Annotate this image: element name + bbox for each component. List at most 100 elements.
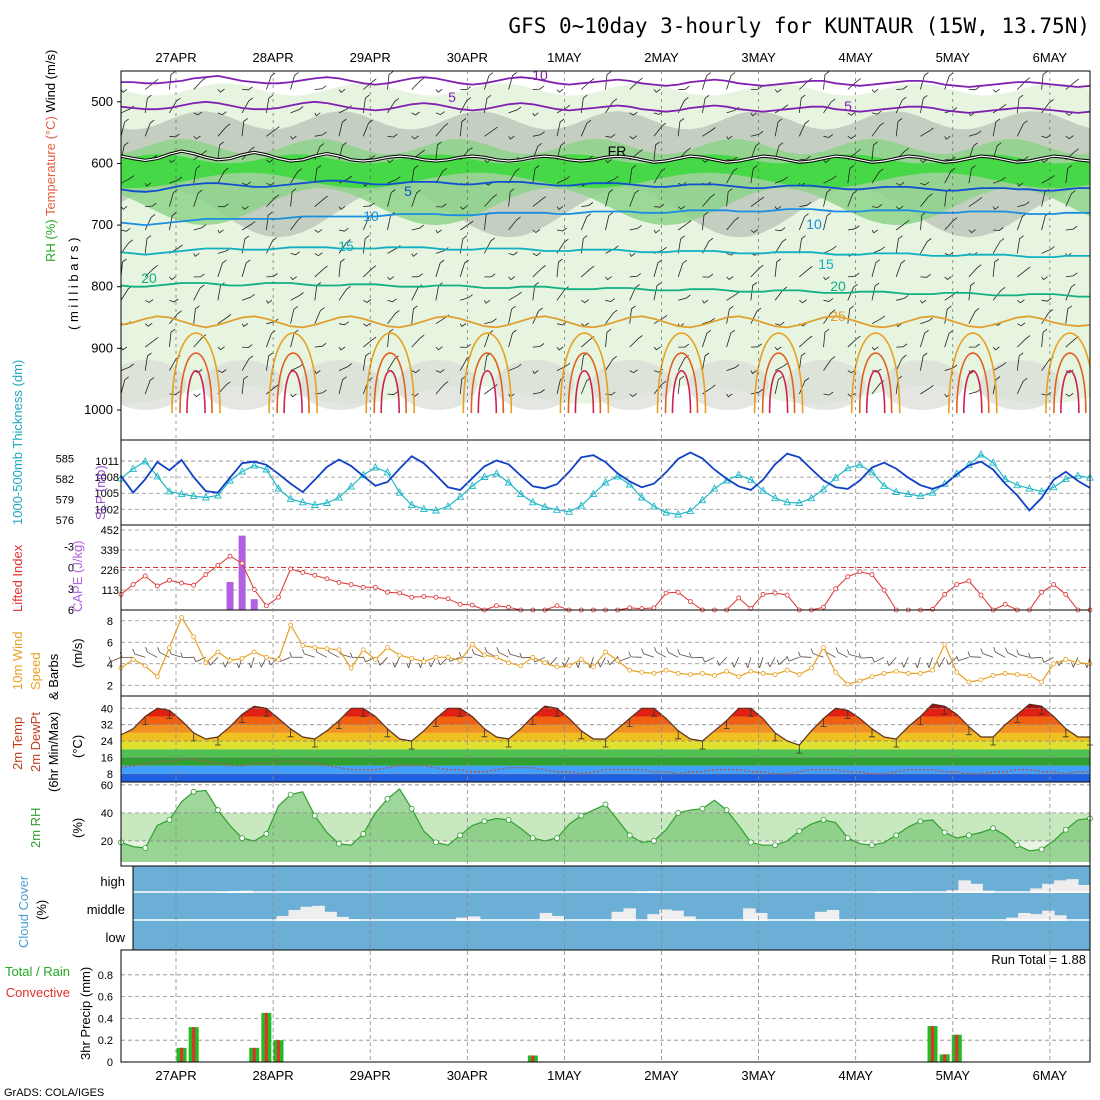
- wind-barb: [435, 247, 449, 254]
- wind-barb-10m: [915, 657, 921, 669]
- rh-point: [554, 835, 560, 842]
- wind-barb: [920, 238, 932, 254]
- cloud-cell: [1030, 888, 1043, 893]
- wind-barb: [944, 156, 956, 161]
- cloud-cell: [1054, 915, 1067, 921]
- minmax-whisker: [190, 732, 197, 742]
- profile-plot: 10 5 FR 5 10 15 20 25 5 10 15 20: [121, 71, 1090, 440]
- wind-barb: [411, 165, 419, 184]
- minmax-whisker: [602, 739, 609, 748]
- thickness-point: [577, 501, 586, 509]
- wind-barb: [435, 229, 442, 234]
- wind-barb: [266, 352, 273, 371]
- wind-barb: [871, 259, 881, 278]
- wind-barb: [920, 211, 927, 231]
- wind-barb-10m: [967, 651, 982, 658]
- wind-barb: [314, 112, 321, 117]
- wind-barb: [121, 105, 135, 114]
- wind-speed-point: [433, 654, 439, 660]
- cloud-cell: [659, 909, 672, 921]
- wind-barb-10m: [901, 657, 909, 668]
- isotherm-line: [121, 208, 1090, 227]
- wind-barb: [895, 259, 906, 278]
- date-label-top: 6MAY: [1033, 50, 1068, 65]
- contour-label: 20: [830, 278, 846, 294]
- wind-barb: [435, 111, 445, 116]
- wind-barb-10m: [798, 651, 812, 658]
- thickness-point: [492, 469, 501, 477]
- cloud-cell: [276, 915, 290, 921]
- rh-point: [336, 840, 342, 847]
- wind-barb: [1041, 297, 1052, 302]
- cloud-cell: [1066, 879, 1079, 893]
- wind-barb: [605, 328, 612, 348]
- wind-barb: [823, 134, 834, 138]
- lifted-index-point: [263, 603, 269, 609]
- cloud-cell: [1054, 880, 1067, 893]
- thickness-point: [880, 481, 889, 489]
- thickness-point: [504, 478, 513, 486]
- wind-barb: [1089, 323, 1090, 324]
- rh-point: [796, 828, 803, 835]
- wind-barb: [532, 196, 546, 207]
- wind-barb: [387, 298, 397, 303]
- minmax-whisker: [723, 720, 730, 729]
- lifted-index-point: [433, 594, 439, 600]
- lifted-index-point: [397, 590, 402, 596]
- wind-speed-point: [421, 659, 427, 664]
- wind-barb: [411, 305, 418, 324]
- wind-barb-10m: [677, 649, 691, 658]
- thickness-point: [734, 470, 743, 478]
- minmax-whisker: [651, 708, 657, 717]
- wind-barb: [532, 142, 543, 160]
- wind-speed-point: [276, 657, 281, 662]
- ylabel-wind: Wind (m/s): [43, 50, 58, 116]
- wind-barb: [968, 307, 980, 324]
- wind-speed-point: [1027, 673, 1032, 678]
- wind-barb: [605, 133, 616, 138]
- wind-barb-10m: [926, 657, 933, 668]
- wind-barb: [1041, 276, 1048, 281]
- wind-speed-point: [336, 647, 342, 653]
- wind-barb: [266, 211, 273, 231]
- profile-y-tick-label: 1000: [84, 402, 113, 417]
- wind-speed-point: [736, 674, 742, 680]
- wind-barb: [1065, 165, 1073, 184]
- wind-barb: [992, 103, 1007, 114]
- wind-barb: [459, 323, 467, 328]
- wind-barb: [1041, 246, 1055, 254]
- wind-barb: [1041, 71, 1048, 90]
- rh-point: [408, 805, 415, 812]
- wind-barb: [338, 105, 353, 114]
- wind-tick-label: 2: [107, 680, 113, 692]
- wind-barb: [290, 363, 304, 371]
- wind-barb: [581, 265, 595, 278]
- wind-barb: [144, 377, 155, 395]
- wind-barb-10m: [702, 656, 715, 663]
- bl-temperature-contour: [179, 352, 213, 414]
- thickness-point: [868, 467, 876, 476]
- wind-speed-point: [930, 667, 935, 673]
- wind-barb: [1089, 135, 1090, 137]
- cloud-cell: [1030, 914, 1043, 921]
- wind-barb: [920, 317, 934, 325]
- rh-point: [166, 816, 173, 823]
- lifted-index-point: [312, 572, 318, 578]
- wind-barb: [411, 77, 425, 90]
- wind-speed-point: [833, 669, 839, 675]
- wind-barb: [702, 237, 714, 254]
- date-label-top: 5MAY: [936, 50, 971, 65]
- wind-barb: [193, 284, 205, 301]
- wind-barb: [484, 94, 492, 113]
- wind-barb: [726, 305, 734, 324]
- lifted-index-point: [348, 582, 354, 587]
- wind-barb: [290, 251, 300, 256]
- wind-barb: [144, 182, 152, 187]
- contour-label: 15: [818, 256, 834, 272]
- lifted-index-point: [445, 596, 451, 602]
- wind-speed-point: [372, 657, 378, 662]
- cloud-cell: [623, 908, 636, 921]
- wind-barb: [217, 167, 229, 184]
- wind-barb: [678, 85, 690, 90]
